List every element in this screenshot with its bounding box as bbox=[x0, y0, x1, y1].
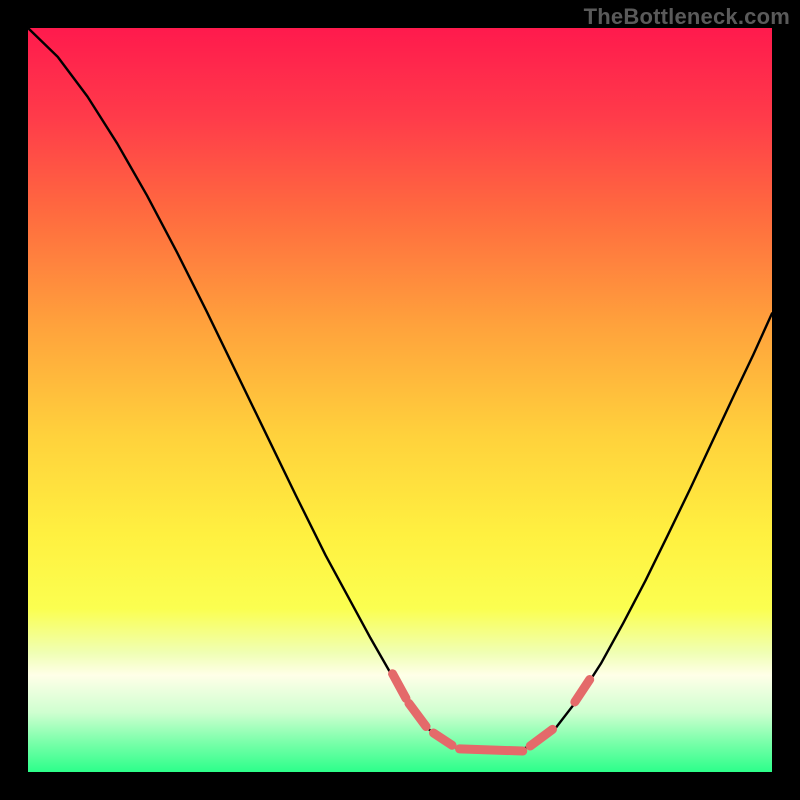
watermark-text: TheBottleneck.com bbox=[584, 4, 790, 30]
plot-background bbox=[28, 28, 772, 772]
marker-segment bbox=[460, 749, 523, 751]
bottleneck-chart bbox=[0, 0, 800, 800]
